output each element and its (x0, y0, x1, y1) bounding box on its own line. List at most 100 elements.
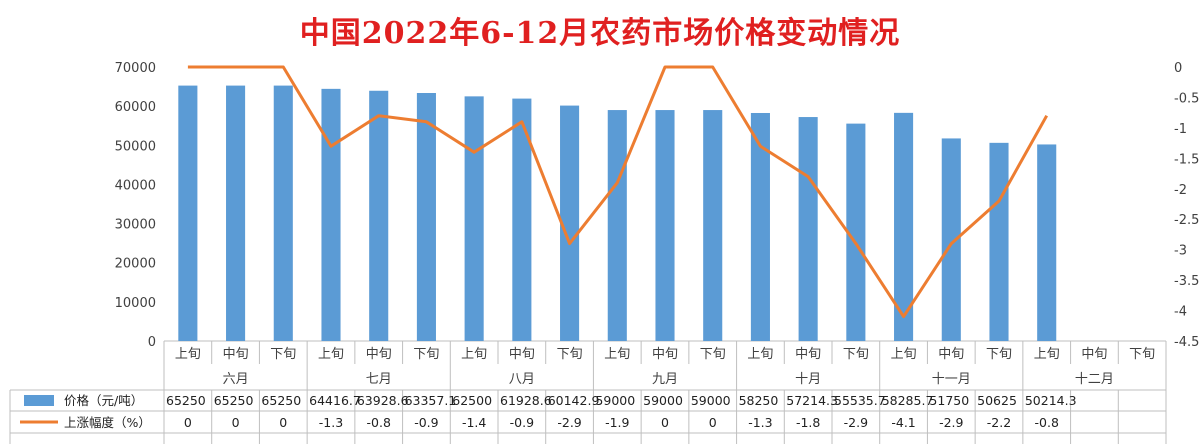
y2-tick-label: -2.5 (1174, 213, 1199, 228)
y2-tick-label: -4.5 (1174, 335, 1199, 350)
line-group (187, 65, 1049, 319)
data-label: 65250 (261, 393, 301, 408)
bar (655, 110, 675, 341)
data-label: -1.3 (319, 415, 343, 430)
y2-tick-label: -1 (1174, 122, 1187, 137)
bar (464, 96, 484, 341)
bar (941, 138, 961, 341)
legend-label: 价格（元/吨） (64, 393, 143, 408)
data-label: 59000 (691, 393, 731, 408)
bar (846, 123, 866, 341)
bar (894, 112, 914, 341)
y-tick-label: 30000 (115, 218, 156, 233)
category-label: 上旬 (318, 347, 344, 362)
category-label: 下旬 (700, 347, 726, 362)
category-label: 上旬 (604, 347, 630, 362)
bar (178, 85, 198, 341)
data-label: -1.8 (796, 415, 820, 430)
month-label: 七月 (366, 372, 392, 387)
category-label: 下旬 (1129, 347, 1155, 362)
bar (226, 85, 246, 341)
category-label: 中旬 (795, 347, 821, 362)
chart-title: 中国2022年6-12月农药市场价格变动情况 (299, 16, 901, 51)
y-tick-label: 60000 (115, 100, 156, 115)
category-label: 上旬 (1034, 347, 1060, 362)
bar (750, 112, 770, 341)
legend-label: 上涨幅度（%） (64, 415, 151, 430)
bar (273, 85, 293, 341)
category-label: 下旬 (557, 347, 583, 362)
bar (369, 90, 389, 341)
month-label: 八月 (509, 372, 535, 387)
data-label: 58250 (739, 393, 779, 408)
data-label: 62500 (452, 393, 492, 408)
category-label: 上旬 (891, 347, 917, 362)
data-label: 65250 (166, 393, 206, 408)
data-label: -0.9 (414, 415, 438, 430)
data-label: -2.9 (557, 415, 581, 430)
data-label: -2.9 (844, 415, 868, 430)
data-label: -0.9 (510, 415, 534, 430)
data-label: 58285.7 (882, 393, 934, 408)
data-label: 65250 (214, 393, 254, 408)
data-label: 64416.7 (309, 393, 361, 408)
data-label: 0 (232, 415, 240, 430)
month-label: 十一月 (932, 372, 971, 387)
data-label: -2.2 (987, 415, 1011, 430)
y2-tick-label: -2 (1174, 183, 1187, 198)
data-label: 0 (709, 415, 717, 430)
data-label: -4.1 (891, 415, 915, 430)
data-label: 63928.6 (357, 393, 409, 408)
data-label: 59000 (643, 393, 683, 408)
data-label: 63357.1 (405, 393, 457, 408)
bar (1037, 144, 1057, 341)
y-tick-label: 40000 (115, 178, 156, 193)
y-tick-label: 0 (148, 335, 156, 350)
y2-tick-label: -1.5 (1174, 152, 1199, 167)
data-label: 50625 (977, 393, 1017, 408)
y2-tick-label: -3 (1174, 244, 1187, 259)
category-label: 下旬 (413, 347, 439, 362)
category-label: 下旬 (843, 347, 869, 362)
y2-tick-label: -3.5 (1174, 274, 1199, 289)
category-label: 上旬 (747, 347, 773, 362)
data-label: 61928.6 (500, 393, 552, 408)
data-label: -2.9 (939, 415, 963, 430)
month-label: 九月 (652, 372, 678, 387)
category-label: 下旬 (270, 347, 296, 362)
data-label: 51750 (929, 393, 969, 408)
data-label: 0 (661, 415, 669, 430)
category-label: 下旬 (986, 347, 1012, 362)
bar (512, 98, 532, 341)
bar (798, 117, 818, 342)
bar (416, 93, 436, 342)
bar (607, 110, 627, 341)
data-label: 50214.3 (1025, 393, 1077, 408)
category-label: 中旬 (1081, 347, 1107, 362)
bar (321, 88, 341, 341)
y2-tick-label: -0.5 (1174, 91, 1199, 106)
data-table: 价格（元/吨） 上涨幅度（%） 65250 65250 65250 64416.76392… (9, 389, 1167, 444)
data-label: 0 (184, 415, 192, 430)
data-label: 0 (279, 415, 287, 430)
category-label: 上旬 (461, 347, 487, 362)
y-tick-label: 70000 (115, 61, 156, 76)
bar (989, 142, 1009, 341)
y-tick-label: 10000 (115, 296, 156, 311)
y-tick-label: 20000 (115, 257, 156, 272)
category-label: 中旬 (652, 347, 678, 362)
data-label: -1.9 (605, 415, 629, 430)
data-label: 57214.3 (786, 393, 838, 408)
bar (560, 105, 580, 342)
month-label: 十月 (795, 372, 821, 387)
line-series (187, 65, 1049, 319)
category-label: 中旬 (509, 347, 535, 362)
category-label: 中旬 (938, 347, 964, 362)
data-label: -1.3 (748, 415, 772, 430)
category-label: 上旬 (175, 347, 201, 362)
y2-tick-label: 0 (1174, 61, 1182, 76)
data-label: 60142.9 (548, 393, 600, 408)
data-label: 55535.7 (834, 393, 886, 408)
data-label: -0.8 (1035, 415, 1059, 430)
